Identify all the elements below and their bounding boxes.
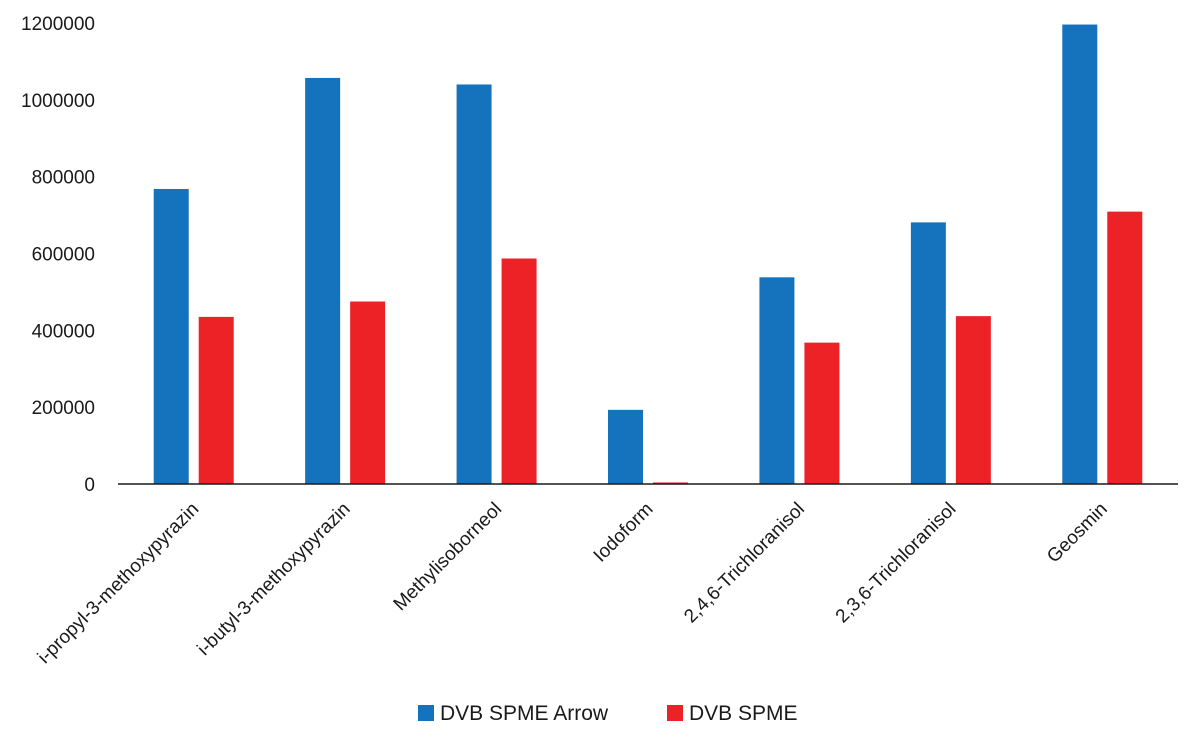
legend-swatch xyxy=(667,705,683,721)
x-tick-label: Methylisoborneol xyxy=(390,499,506,615)
bar-dvb-spme-2 xyxy=(501,258,537,484)
legend-label: DVB SPME xyxy=(689,702,798,725)
bar-dvb-spme-arrow-0 xyxy=(153,188,189,484)
y-axis: 0 200000 400000 600000 800000 1000000 1200000 xyxy=(21,14,95,496)
y-tick-label: 600000 xyxy=(32,245,95,266)
bar-dvb-spme-3 xyxy=(653,482,688,484)
x-tick-label: 2,3,6-Trichloranisol xyxy=(832,499,961,628)
bar-dvb-spme-1 xyxy=(350,301,386,484)
y-tick-label: 1200000 xyxy=(21,14,95,35)
legend-label: DVB SPME Arrow xyxy=(440,702,609,725)
x-tick-label: i-propyl-3-methoxypyrazin xyxy=(34,499,203,668)
x-tick-label: Geosmin xyxy=(1043,499,1112,568)
bar-dvb-spme-arrow-4 xyxy=(759,277,795,484)
y-tick-label: 800000 xyxy=(32,168,95,189)
y-tick-label: 400000 xyxy=(32,321,95,342)
bar-dvb-spme-arrow-1 xyxy=(305,77,341,484)
bar-dvb-spme-4 xyxy=(804,342,840,484)
bar-dvb-spme-0 xyxy=(198,316,234,484)
bars xyxy=(153,24,1143,484)
x-tick-label: Iodoform xyxy=(590,499,658,567)
y-tick-label: 1000000 xyxy=(21,91,95,112)
bar-dvb-spme-arrow-6 xyxy=(1062,24,1098,484)
y-tick-label: 200000 xyxy=(32,398,95,419)
bar-dvb-spme-arrow-5 xyxy=(910,222,946,484)
bar-dvb-spme-5 xyxy=(955,316,991,484)
x-tick-label: 2,4,6-Trichloranisol xyxy=(680,499,809,628)
bar-dvb-spme-arrow-3 xyxy=(608,409,643,484)
y-tick-label: 0 xyxy=(84,475,95,496)
x-axis-labels: i-propyl-3-methoxypyrazini-butyl-3-metho… xyxy=(34,499,1112,668)
legend: DVB SPME Arrow DVB SPME xyxy=(418,702,798,725)
x-tick-label: i-butyl-3-methoxypyrazin xyxy=(193,499,354,660)
bar-dvb-spme-6 xyxy=(1107,211,1143,484)
legend-swatch xyxy=(418,705,434,721)
bar-dvb-spme-arrow-2 xyxy=(456,84,492,484)
